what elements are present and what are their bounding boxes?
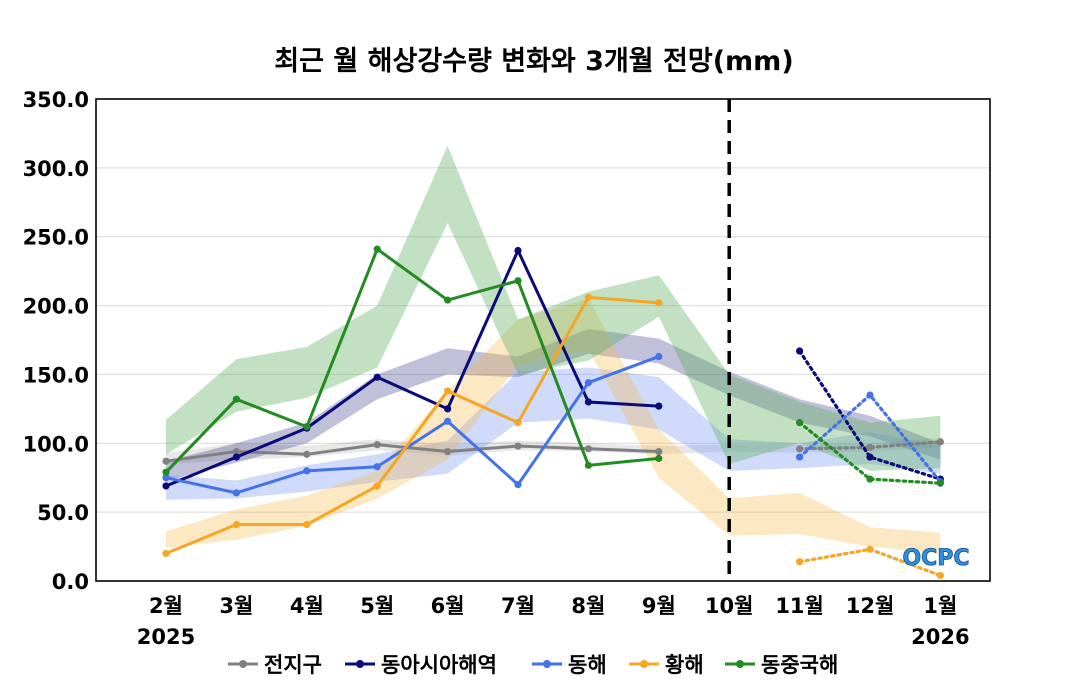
point-전지구 (303, 450, 311, 458)
y-tick-label: 200.0 (23, 295, 89, 319)
year-label: 2026 (911, 625, 969, 649)
point-황해 (655, 299, 663, 307)
point-동중국해 (584, 461, 593, 469)
point-전지구 (584, 445, 593, 453)
point-동아시아해역 (444, 405, 452, 413)
x-tick-label: 3월 (219, 594, 253, 618)
x-tick-label: 12월 (846, 594, 895, 618)
line-동아시아해역 (165, 248, 659, 488)
point-동아시아해역 (514, 246, 522, 255)
x-tick-label: 8월 (571, 594, 605, 618)
band-동중국해 (166, 145, 941, 471)
point-동아시아해역 (655, 402, 663, 410)
legend-label: 동중국해 (761, 653, 838, 677)
band-황해 (166, 298, 941, 554)
line-동중국해 (164, 247, 659, 474)
point-전지구 (373, 441, 381, 449)
legend-marker (543, 660, 551, 668)
legend-label: 동아시아해역 (381, 653, 497, 677)
point-황해 (373, 482, 381, 490)
legend-label: 황해 (665, 653, 704, 677)
point-동해 (373, 463, 381, 471)
x-tick-label: 5월 (360, 594, 394, 618)
point-동중국해 (303, 423, 311, 431)
point-전지구 (655, 447, 663, 456)
point-동중국해 (232, 395, 240, 403)
point-황해 (232, 520, 240, 529)
x-tick-label: 4월 (290, 594, 324, 618)
y-tick-label: 50.0 (37, 501, 89, 525)
y-tick-label: 0.0 (52, 570, 89, 594)
point-동중국해 (936, 479, 945, 487)
x-tick-label: 6월 (431, 594, 465, 618)
point-황해 (444, 387, 452, 395)
line-동해 (165, 355, 660, 495)
bands (166, 145, 941, 554)
point-동중국해 (655, 454, 663, 463)
line-황해 (165, 295, 659, 555)
point-동아시아해역 (584, 398, 593, 406)
point-황해 (514, 419, 522, 427)
point-전지구 (162, 457, 170, 465)
point-황해 (162, 549, 170, 558)
point-황해 (866, 545, 874, 553)
point-동중국해 (444, 296, 452, 304)
point-황해 (584, 293, 593, 301)
point-동해 (584, 379, 593, 387)
legend-marker (640, 660, 648, 668)
point-동아시아해역 (232, 453, 240, 461)
point-동해 (232, 489, 240, 497)
series-lines (162, 245, 945, 580)
x-tick-label: 10월 (705, 594, 754, 618)
point-동아시아해역 (796, 347, 804, 355)
legend-marker (736, 660, 744, 668)
point-전지구 (936, 438, 945, 446)
point-동해 (655, 352, 663, 361)
y-tick-label: 300.0 (23, 157, 89, 181)
point-전지구 (444, 447, 452, 456)
point-전지구 (796, 445, 804, 453)
point-황해 (303, 520, 311, 529)
band-전지구 (166, 437, 941, 464)
year-label: 2025 (137, 625, 195, 649)
point-동해 (162, 474, 170, 482)
point-동중국해 (162, 468, 170, 476)
legend-marker (356, 660, 364, 668)
chart-title: 최근 월 해상강수량 변화와 3개월 전망(mm) (274, 46, 793, 77)
point-동해 (796, 453, 804, 461)
x-tick-label: 2월 (149, 594, 183, 618)
point-동중국해 (373, 245, 381, 253)
point-전지구 (232, 447, 240, 456)
point-동아시아해역 (373, 373, 381, 381)
x-tick-label: 7월 (501, 594, 535, 618)
y-tick-label: 250.0 (23, 226, 89, 250)
y-tick-label: 350.0 (23, 88, 89, 112)
point-동해 (444, 417, 452, 425)
point-동해 (866, 391, 874, 399)
point-전지구 (514, 442, 522, 450)
y-tick-label: 150.0 (23, 363, 89, 387)
y-tick-label: 100.0 (23, 432, 89, 456)
point-동중국해 (866, 475, 874, 483)
x-tick-label: 1월 (923, 594, 957, 618)
point-동해 (514, 481, 522, 489)
point-동아시아해역 (162, 482, 170, 490)
point-황해 (796, 558, 804, 566)
x-tick-label: 11월 (775, 594, 824, 618)
point-동아시아해역 (866, 453, 874, 461)
point-황해 (936, 571, 945, 580)
point-동중국해 (796, 419, 804, 427)
ocpc-logo: OCPC (902, 546, 969, 571)
x-tick-label: 9월 (642, 594, 676, 618)
legend-label: 동해 (568, 653, 607, 677)
legend: 전지구 동아시아해역 동해 황해 동중국해 (228, 653, 838, 677)
point-동해 (303, 467, 311, 475)
legend-marker (239, 660, 247, 668)
plot-frame (95, 98, 991, 582)
legend-label: 전지구 (264, 653, 322, 677)
axes: 0.0 50.0 100.0 150.0 200.0 250.0 300.0 350.0 2월 3… (23, 88, 991, 649)
point-전지구 (866, 443, 874, 452)
point-동중국해 (514, 277, 522, 285)
